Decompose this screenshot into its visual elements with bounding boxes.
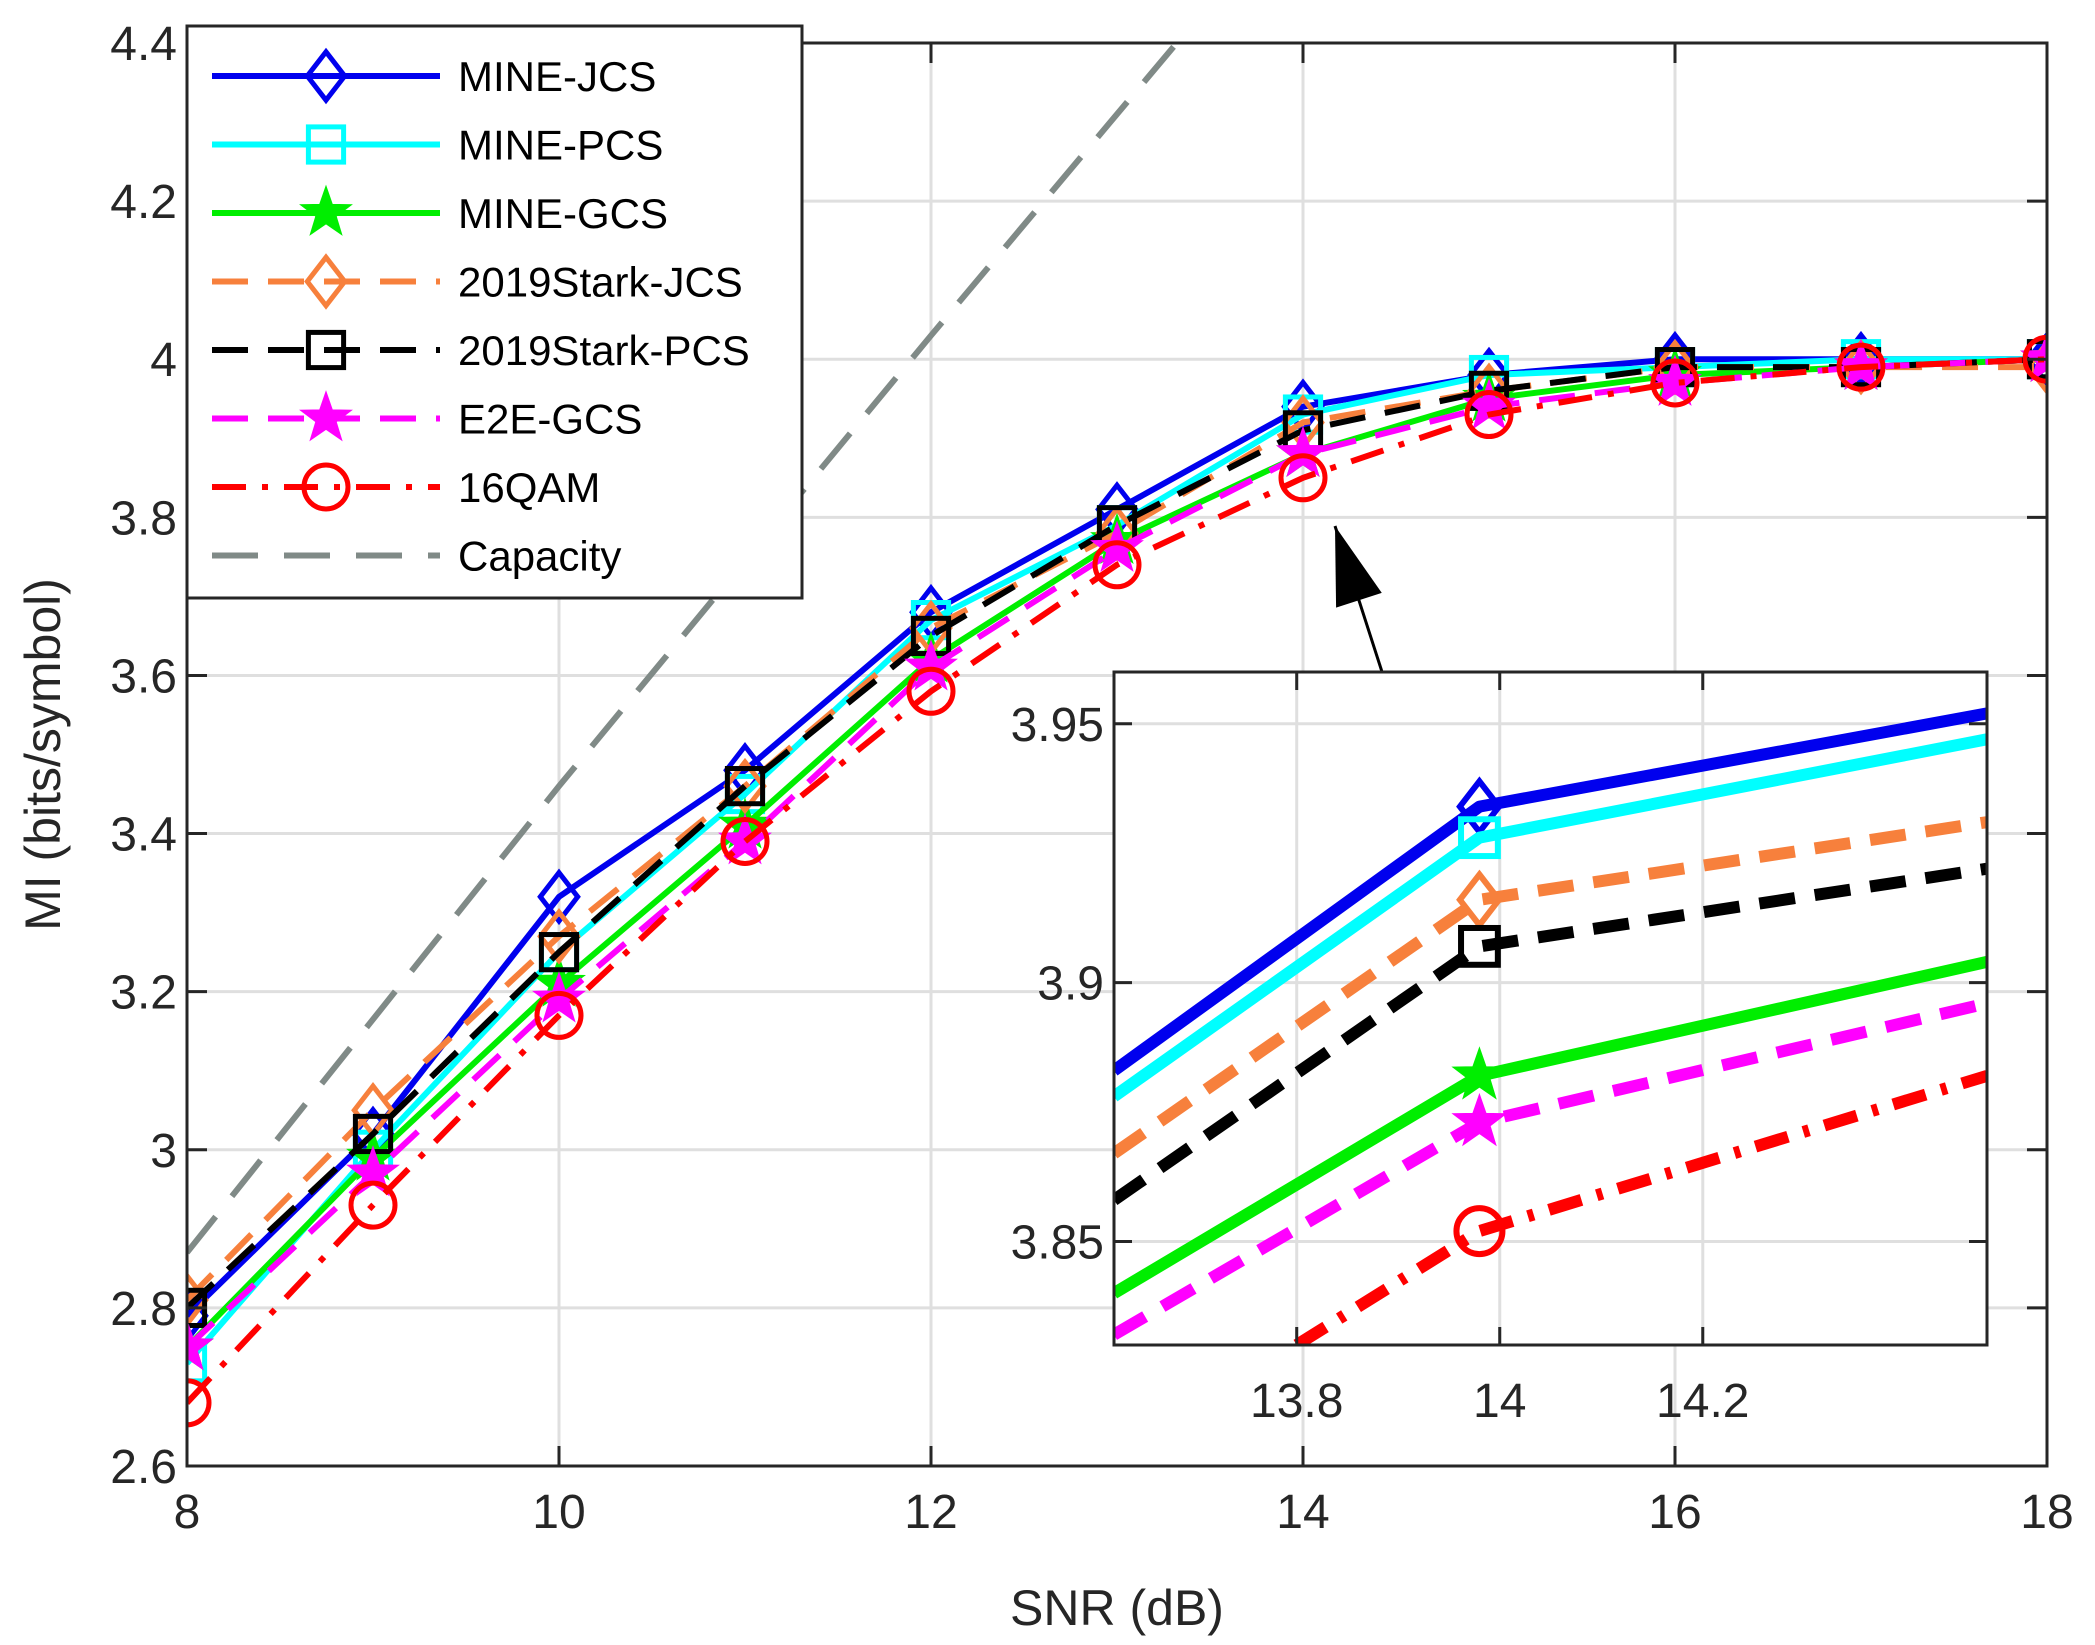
main-ytick-label: 3.2 bbox=[110, 967, 177, 1020]
y-axis-label: MI (bits/symbol) bbox=[15, 578, 71, 931]
inset-plot: 13.8 14 14.2 3.85 3.9 3.95 bbox=[1011, 672, 1987, 1428]
inset-ytick-label: 3.95 bbox=[1011, 699, 1104, 752]
inset-xtick-label: 14.2 bbox=[1656, 1375, 1749, 1428]
inset-ytick-label: 3.85 bbox=[1011, 1216, 1104, 1269]
chart-figure: 8 10 12 14 16 18 2.6 2.8 3 3.2 3.4 3.6 3.8 4 4.2 4.4 SNR… bbox=[0, 0, 2095, 1645]
legend-box bbox=[187, 26, 802, 598]
main-xtick-label: 14 bbox=[1276, 1486, 1329, 1539]
main-xtick-label: 10 bbox=[532, 1486, 585, 1539]
legend-label-mine-jcs: MINE-JCS bbox=[458, 53, 656, 100]
main-ytick-label: 3 bbox=[150, 1125, 177, 1178]
legend-label-2019stark-jcs: 2019Stark-JCS bbox=[458, 259, 743, 306]
inset-xtick-label: 14 bbox=[1473, 1375, 1526, 1428]
main-ytick-label: 2.8 bbox=[110, 1283, 177, 1336]
inset-ytick-label: 3.9 bbox=[1037, 958, 1104, 1011]
main-ytick-label: 3.6 bbox=[110, 650, 177, 703]
legend-label-mine-pcs: MINE-PCS bbox=[458, 122, 663, 169]
main-ytick-label: 2.6 bbox=[110, 1441, 177, 1494]
inset-xtick-label: 13.8 bbox=[1250, 1375, 1343, 1428]
main-ytick-label: 4 bbox=[150, 334, 177, 387]
main-ytick-label: 4.2 bbox=[110, 176, 177, 229]
main-xtick-label: 8 bbox=[174, 1486, 201, 1539]
legend-label-2019stark-pcs: 2019Stark-PCS bbox=[458, 327, 750, 374]
legend-label-capacity: Capacity bbox=[458, 533, 621, 580]
x-axis-label: SNR (dB) bbox=[1010, 1580, 1224, 1636]
main-xtick-label: 16 bbox=[1648, 1486, 1701, 1539]
legend-label-e2e-gcs: E2E-GCS bbox=[458, 396, 642, 443]
legend: MINE-JCS MINE-PCS MINE-GCS 2019Stark-JCS 201… bbox=[187, 26, 802, 598]
main-ytick-label: 4.4 bbox=[110, 18, 177, 71]
main-xtick-label: 12 bbox=[904, 1486, 957, 1539]
legend-label-mine-gcs: MINE-GCS bbox=[458, 190, 668, 237]
main-xtick-label: 18 bbox=[2020, 1486, 2073, 1539]
main-ytick-label: 3.4 bbox=[110, 809, 177, 862]
main-ytick-label: 3.8 bbox=[110, 492, 177, 545]
legend-label-16qam: 16QAM bbox=[458, 464, 600, 511]
